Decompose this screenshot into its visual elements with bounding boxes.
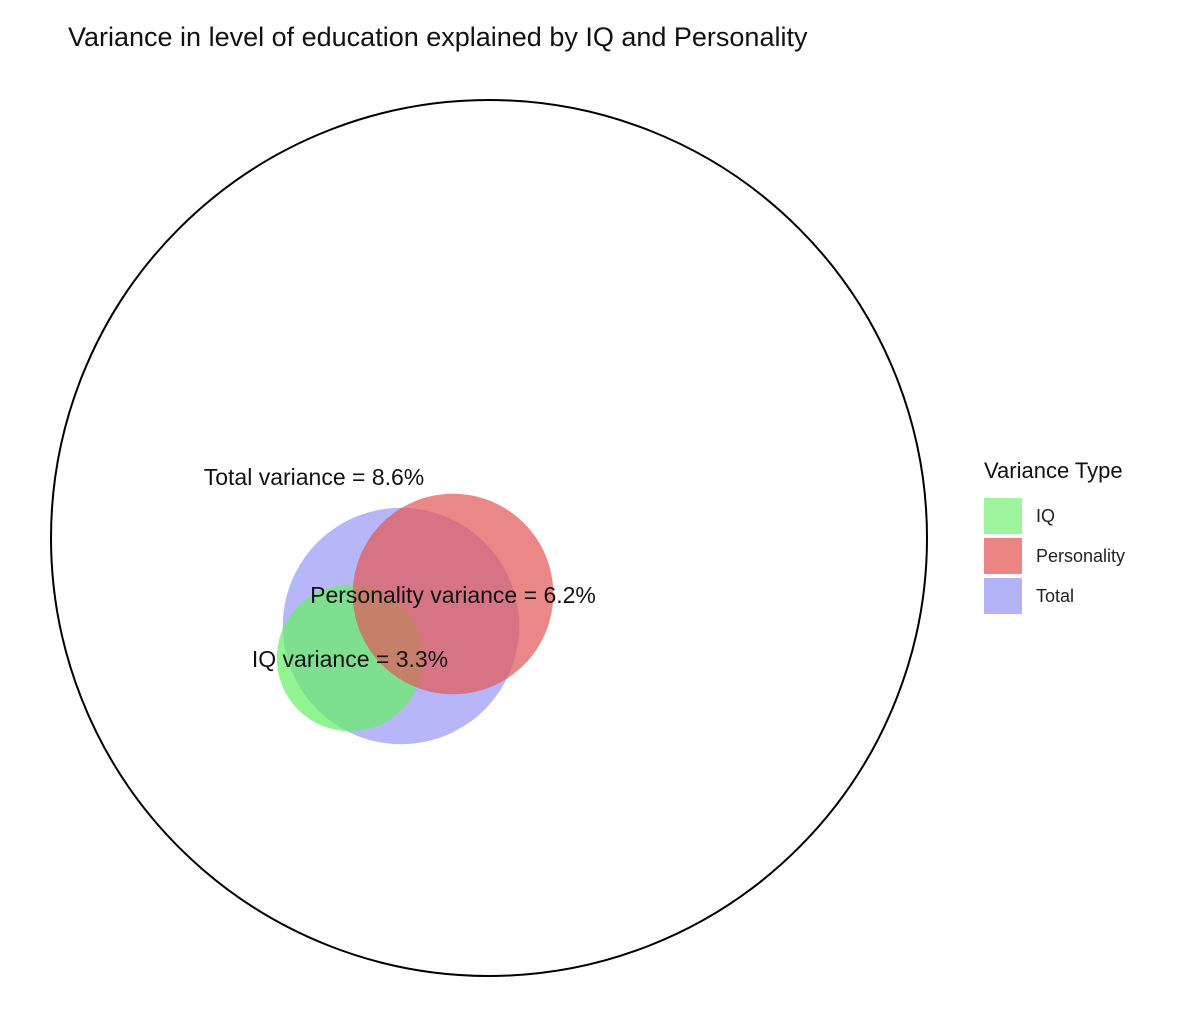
total-variance-label: Total variance = 8.6%	[204, 464, 425, 490]
venn-labels: Total variance = 8.6% Personality varian…	[204, 464, 596, 672]
legend-title: Variance Type	[984, 458, 1123, 483]
legend-swatch-total	[984, 578, 1022, 614]
iq-variance-label: IQ variance = 3.3%	[252, 646, 448, 672]
venn-plot: Total variance = 8.6% Personality varian…	[50, 99, 928, 977]
personality-set-circle	[352, 493, 554, 695]
legend: Variance Type IQ Personality Total	[984, 458, 1184, 616]
chart-title: Variance in level of education explained…	[68, 22, 808, 52]
legend-item-personality: Personality	[984, 536, 1184, 576]
legend-label-iq: IQ	[1036, 505, 1056, 526]
legend-swatch-personality	[984, 538, 1022, 574]
legend-item-iq: IQ	[984, 496, 1184, 536]
personality-variance-label: Personality variance = 6.2%	[310, 582, 596, 608]
legend-label-total: Total	[1036, 585, 1075, 606]
venn-circles	[276, 493, 554, 745]
legend-item-total: Total	[984, 576, 1184, 616]
legend-label-personality: Personality	[1036, 545, 1126, 566]
reference-circle	[50, 99, 928, 977]
legend-swatch-iq	[984, 498, 1022, 534]
